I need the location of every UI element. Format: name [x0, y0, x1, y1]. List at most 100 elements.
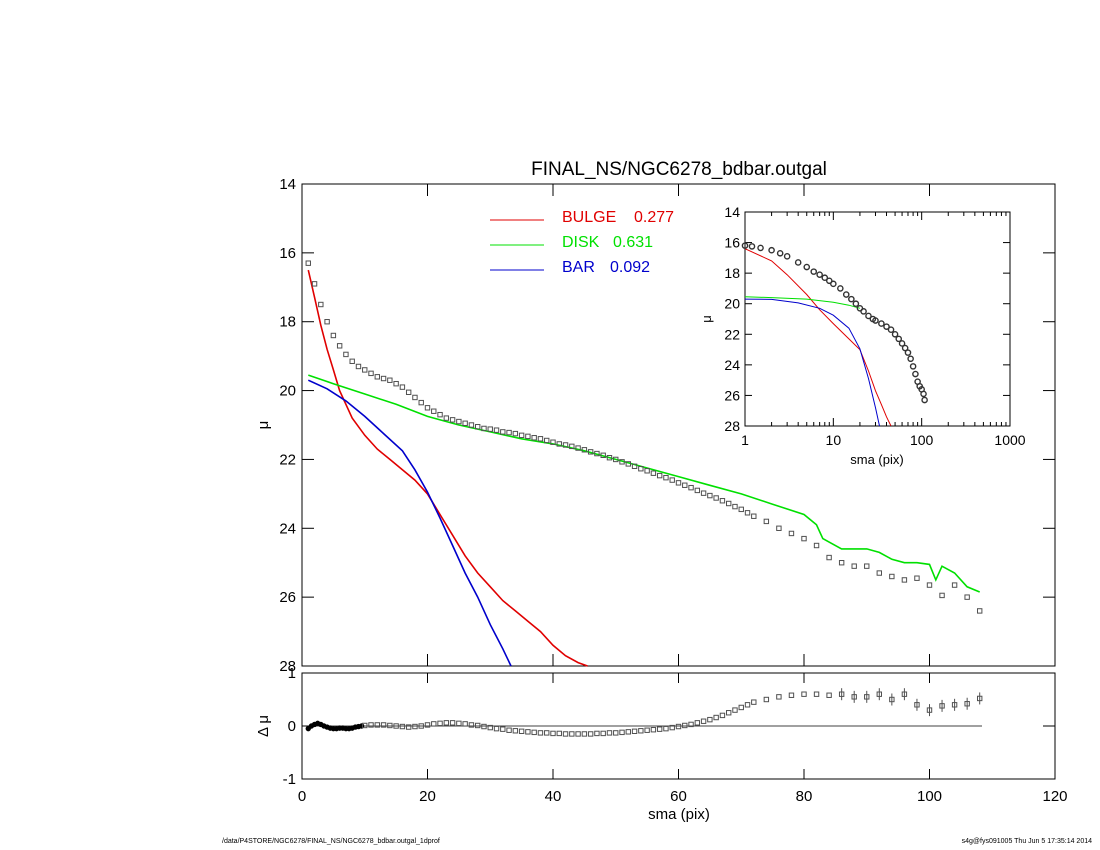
residual-data-point [544, 730, 550, 736]
residual-xtick-label: 100 [917, 788, 942, 805]
inset-xtick-label: 10 [826, 432, 842, 448]
residual-xtick-label: 120 [1042, 788, 1067, 805]
residual-data-point [707, 716, 713, 723]
inset-series-line [745, 298, 880, 426]
inset-series [745, 248, 892, 426]
main-data-point [318, 301, 324, 308]
residual-data-point [939, 703, 945, 709]
inset-data-point [794, 259, 802, 266]
residual-data-point [587, 731, 594, 737]
residual-data-point [393, 723, 399, 729]
main-data-point [813, 542, 820, 549]
inset-data-point [920, 390, 927, 398]
main-data-point [468, 422, 475, 428]
residual-data-point [606, 730, 613, 736]
residual-data-point [669, 724, 675, 731]
residual-data-point [700, 718, 707, 724]
inset-ytick-label: 28 [724, 418, 740, 434]
residual-data-point [581, 731, 588, 737]
inset-data-point [768, 246, 775, 254]
legend: BULGE 0.277 DISK 0.631 BAR 0.092 [490, 209, 674, 276]
residual-data-point [362, 722, 368, 729]
residual-data-point [926, 707, 933, 713]
residual-data-point [726, 710, 732, 716]
inset-data-point [865, 312, 872, 320]
main-data-point [763, 518, 770, 525]
inset-xtick-label: 100 [910, 432, 934, 448]
inset-ytick-label: 16 [724, 235, 740, 251]
main-data-point [431, 408, 437, 414]
main-data-point [889, 573, 895, 580]
inset-y-ticks: 14 16 18 20 22 24 26 28 [724, 204, 1010, 434]
main-data-point [587, 449, 594, 455]
residual-data-point [481, 723, 487, 730]
main-data-point [518, 432, 525, 439]
main-data-point [826, 554, 832, 561]
main-data-point [713, 495, 719, 501]
inset-data-point [741, 242, 749, 249]
residual-data-point [424, 722, 431, 728]
inset-data-point [837, 285, 844, 292]
main-data-point [493, 427, 500, 433]
residual-data-point [493, 725, 500, 732]
residual-data-point [468, 722, 475, 728]
inset-ytick-label: 22 [724, 326, 740, 342]
main-data-point [801, 535, 807, 542]
residual-data-point [719, 712, 726, 719]
main-data-point [569, 443, 575, 450]
residual-data-point [449, 720, 456, 726]
main-data-point [550, 439, 556, 445]
main-data-point [305, 260, 311, 266]
main-data-point [475, 424, 481, 430]
inset-data-point [776, 249, 784, 257]
residual-data-point [550, 730, 556, 737]
inset-ytick-label: 14 [724, 204, 740, 220]
residual-data-point [864, 694, 870, 700]
residual-data-point [525, 729, 531, 735]
main-data-point [443, 415, 450, 421]
main-data-point [594, 450, 600, 457]
residual-data-point [399, 723, 406, 730]
inset-data-point [891, 330, 899, 338]
residual-data-point [631, 728, 638, 734]
residual-data-point [682, 722, 688, 729]
main-ytick-label: 16 [279, 245, 296, 262]
inset-xtick-label: 1 [741, 432, 749, 448]
inset-data-point [848, 295, 855, 303]
residual-data-point [713, 714, 719, 721]
main-data-point [650, 470, 657, 476]
inset-series-line [745, 248, 892, 426]
main-data-point [964, 594, 970, 600]
residual-data-point [518, 728, 525, 734]
inset-data-point [878, 320, 885, 327]
main-data-point [876, 570, 882, 576]
main-data-point [707, 492, 713, 499]
inset-ytick-label: 20 [724, 296, 740, 312]
main-data-point [456, 418, 462, 425]
residual-data-point [569, 731, 575, 737]
main-data-point [656, 472, 663, 479]
main-data-point [537, 436, 544, 442]
inset-data-point [842, 291, 850, 298]
residual-xtick-label: 60 [670, 788, 687, 805]
inset-data-point [816, 271, 823, 278]
inset-data-point [895, 335, 903, 343]
main-data-point [732, 503, 738, 510]
main-data-point [700, 490, 707, 496]
residual-data-point [964, 701, 970, 707]
residual-data-point [688, 721, 694, 728]
residual-data-point [456, 720, 462, 727]
main-data-point [638, 466, 644, 472]
main-data-point [380, 375, 387, 382]
residual-data-point [826, 692, 832, 698]
residual-data-point [462, 721, 468, 727]
legend-value-bar: 0.092 [610, 259, 650, 276]
main-data-point [575, 445, 581, 451]
residual-data-point [368, 722, 374, 728]
main-data-point [619, 459, 625, 465]
main-data-point [562, 442, 569, 448]
residual-data-point [801, 691, 807, 697]
residual-data-point [914, 702, 920, 708]
main-data-point [669, 477, 675, 483]
